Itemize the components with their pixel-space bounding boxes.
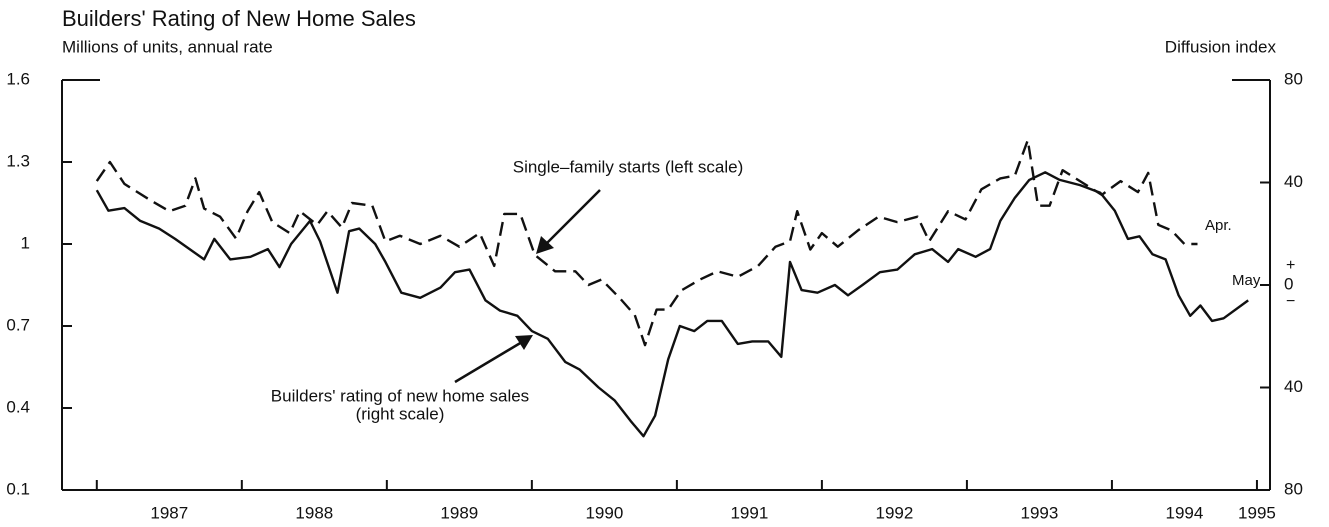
- y-tick-label: 1.3: [6, 151, 30, 170]
- x-tick-label: 1995: [1238, 503, 1276, 522]
- x-tick-label: 1994: [1166, 503, 1204, 522]
- x-tick-label: 1992: [875, 503, 913, 522]
- y-tick-label: 0.4: [6, 397, 30, 416]
- annotation: Single–family starts (left scale): [513, 157, 744, 176]
- x-tick-label: 1987: [150, 503, 188, 522]
- y2-tick-label: 80: [1284, 69, 1303, 88]
- annotation: (right scale): [356, 404, 445, 423]
- y2-tick-label: 40: [1284, 377, 1303, 396]
- y2-tick-label: 40: [1284, 172, 1303, 191]
- series-line: [95, 171, 1249, 438]
- y2-sign-plus: +: [1286, 257, 1295, 274]
- y2-axis-label: Diffusion index: [1165, 37, 1277, 56]
- series-line: [95, 138, 1198, 347]
- x-tick-label: 1989: [440, 503, 478, 522]
- y-tick-label: 0.7: [6, 315, 30, 334]
- y2-sign-minus: −: [1286, 293, 1295, 310]
- annotation: May: [1232, 272, 1261, 289]
- y2-tick-label: 0: [1284, 274, 1293, 293]
- arrow: [454, 189, 601, 384]
- y-tick-label: 1.6: [6, 69, 30, 88]
- x-tick-label: 1991: [730, 503, 768, 522]
- x-tick-label: 1993: [1021, 503, 1059, 522]
- y-tick-label: 1: [21, 233, 30, 252]
- y-tick-label: 0.1: [6, 479, 30, 498]
- chart-subtitle: Millions of units, annual rate: [62, 37, 273, 56]
- x-tick-label: 1988: [295, 503, 333, 522]
- annotation: Builders' rating of new home sales: [271, 386, 529, 405]
- chart-title: Builders' Rating of New Home Sales: [62, 6, 416, 31]
- x-tick-label: 1990: [585, 503, 623, 522]
- annotation: Apr.: [1205, 217, 1232, 234]
- y2-tick-label: 80: [1284, 479, 1303, 498]
